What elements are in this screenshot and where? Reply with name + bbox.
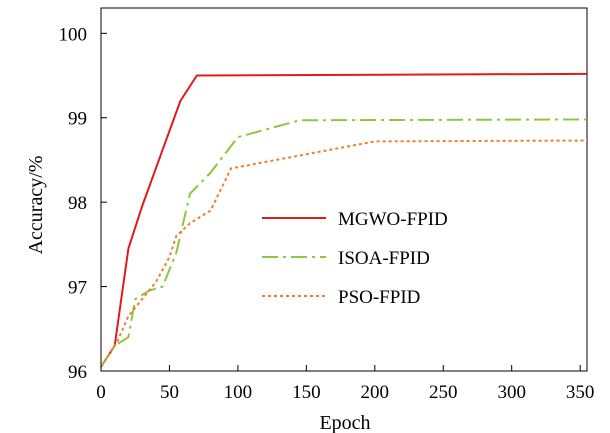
legend-label-mgwo-fpid: MGWO-FPID [338, 209, 448, 230]
x-axis-label: Epoch [319, 412, 370, 433]
x-tick-label: 300 [497, 382, 526, 403]
x-tick-label: 350 [566, 382, 595, 403]
y-tick-label: 100 [59, 24, 88, 45]
x-tick-label: 150 [292, 382, 321, 403]
x-tick-label: 250 [429, 382, 458, 403]
x-tick-label: 200 [361, 382, 390, 403]
legend-label-isoa-fpid: ISOA-FPID [338, 248, 430, 269]
y-axis-label: Accuracy/% [25, 156, 47, 255]
axes-layer: 0 50 100 150 200 250 300 350 96 97 98 99 100 [59, 24, 595, 403]
series-line-pso-fpid [100, 139, 588, 368]
series-layer [100, 72, 588, 368]
x-tick-label: 100 [224, 382, 253, 403]
plot-area [100, 7, 588, 372]
x-tick-label: 0 [96, 382, 106, 403]
y-tick-label: 96 [68, 362, 87, 383]
legend-label-pso-fpid: PSO-FPID [338, 287, 420, 308]
plot-frame [100, 7, 588, 372]
y-tick-label: 97 [68, 278, 87, 299]
legend: MGWO-FPID ISOA-FPID PSO-FPID [262, 209, 448, 308]
series-line-isoa-fpid [100, 118, 588, 368]
x-tick-label: 50 [160, 382, 179, 403]
y-tick-label: 98 [68, 193, 87, 214]
series-line-mgwo-fpid [100, 72, 588, 368]
y-tick-label: 99 [68, 109, 87, 130]
